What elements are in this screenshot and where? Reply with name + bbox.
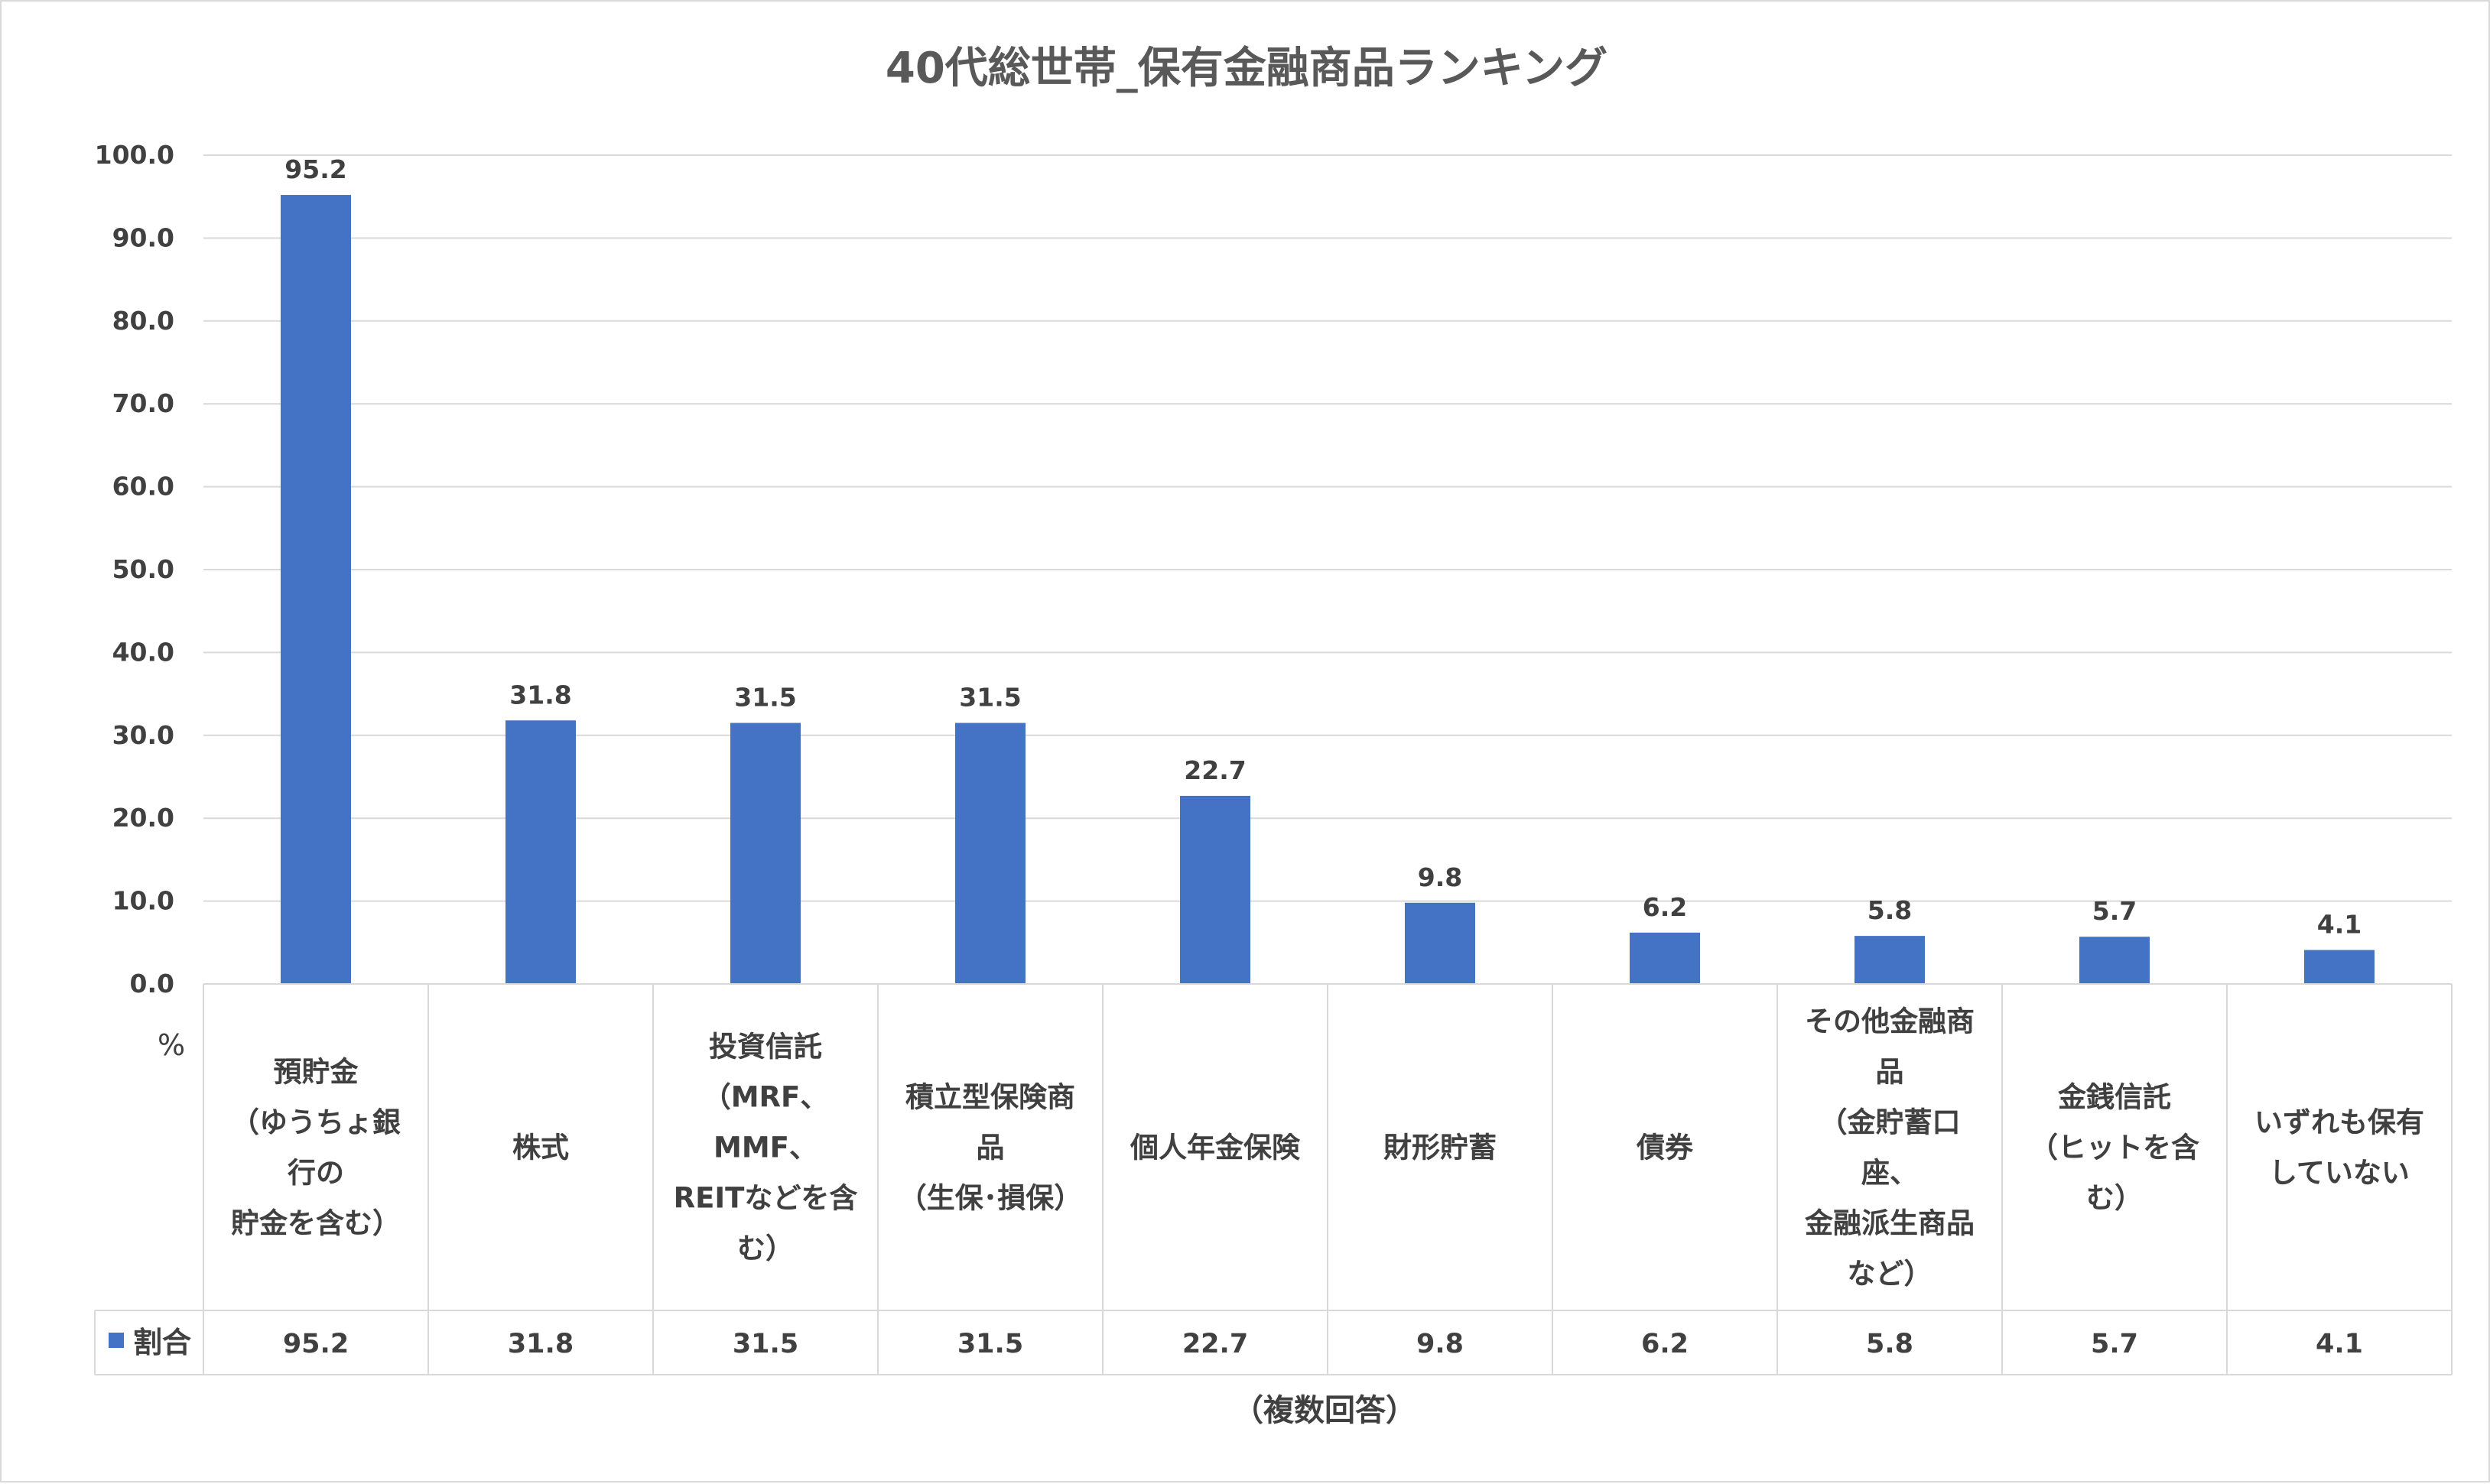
- category-label: （生保･損保）: [899, 1182, 1083, 1215]
- chart-title: 40代総世帯_保有金融商品ランキング: [886, 44, 1607, 93]
- category-label: していない: [2269, 1157, 2410, 1190]
- data-label: 22.7: [1184, 755, 1246, 785]
- category-label: む）: [2086, 1182, 2143, 1215]
- category-label: 積立型保険商: [905, 1081, 1075, 1114]
- category-label: など）: [1848, 1258, 1933, 1291]
- y-tick-label: 0.0: [130, 969, 174, 999]
- category-label: 債券: [1636, 1132, 1694, 1164]
- bars: [281, 195, 2375, 985]
- table-value: 6.2: [1641, 1329, 1689, 1359]
- data-label: 5.8: [1868, 895, 1912, 925]
- category-label: （金貯蓄口: [1819, 1106, 1961, 1139]
- table-value: 95.2: [283, 1329, 349, 1359]
- category-label: 金融派生商品: [1805, 1207, 1975, 1240]
- data-labels: 95.2 31.8 31.5 31.5 22.7 9.8 6.2 5.8 5.7 4.1: [284, 154, 2362, 940]
- data-label: 31.5: [734, 683, 796, 713]
- table-value: 31.5: [957, 1329, 1023, 1359]
- category-label: 座、: [1861, 1157, 1918, 1190]
- legend-swatch: [109, 1333, 124, 1348]
- category-label: 預貯金: [274, 1056, 359, 1089]
- category-label: 個人年金保険: [1130, 1132, 1301, 1164]
- table-value: 5.8: [1866, 1329, 1913, 1359]
- bar: [2079, 937, 2150, 984]
- y-tick-label: 40.0: [112, 637, 174, 667]
- bar: [1180, 795, 1250, 984]
- legend-label: 割合: [133, 1326, 191, 1359]
- category-label: （ヒットを含: [2030, 1132, 2199, 1164]
- table-value: 31.5: [733, 1329, 798, 1359]
- category-label: MMF、: [714, 1132, 818, 1164]
- bar: [1630, 932, 1700, 984]
- data-label: 31.8: [509, 680, 571, 710]
- gridlines: [203, 154, 2452, 902]
- y-tick-label: 50.0: [112, 554, 174, 584]
- bar: [1405, 902, 1475, 984]
- table-value: 5.7: [2091, 1329, 2138, 1359]
- y-tick-label: 20.0: [112, 803, 174, 833]
- category-label: いずれも保有: [2254, 1106, 2424, 1139]
- bar: [730, 723, 801, 984]
- table-value: 31.8: [508, 1329, 574, 1359]
- data-label: 9.8: [1418, 862, 1462, 892]
- category-label: 投資信託: [709, 1031, 822, 1063]
- category-label: む）: [737, 1232, 794, 1265]
- table-value: 22.7: [1182, 1329, 1248, 1359]
- category-label: （MRF、: [703, 1081, 829, 1114]
- category-label: 株式: [512, 1132, 569, 1164]
- data-label: 95.2: [284, 154, 346, 184]
- category-label: 財形貯蓄: [1383, 1132, 1497, 1164]
- table-value: 9.8: [1416, 1329, 1464, 1359]
- category-label: 行の: [288, 1157, 344, 1190]
- category-label: 貯金を含む）: [231, 1207, 401, 1240]
- y-tick-label: 60.0: [112, 472, 174, 502]
- bar: [955, 723, 1026, 984]
- data-label: 31.5: [959, 683, 1021, 713]
- category-label: （ゆうちょ銀: [231, 1106, 401, 1139]
- y-tick-label: 80.0: [112, 306, 174, 336]
- bar: [281, 195, 351, 985]
- category-label: 品: [1876, 1056, 1904, 1089]
- category-label: REITなどを含: [674, 1182, 858, 1215]
- y-tick-label: 10.0: [112, 886, 174, 916]
- bar: [2304, 950, 2375, 984]
- data-label: 5.7: [2092, 896, 2137, 926]
- y-tick-label: 70.0: [112, 388, 174, 418]
- x-axis-note: （複数回答）: [1233, 1393, 1416, 1428]
- bar: [1854, 936, 1925, 984]
- category-label: 金銭信託: [2058, 1081, 2171, 1114]
- category-label: その他金融商: [1805, 1005, 1975, 1038]
- y-tick-label: 100.0: [95, 140, 174, 170]
- y-axis-unit-label: %: [158, 1028, 185, 1062]
- y-tick-label: 90.0: [112, 222, 174, 252]
- data-label: 6.2: [1643, 892, 1687, 922]
- y-axis-ticks: 0.0 10.0 20.0 30.0 40.0 50.0 60.0 70.0 80.0 90.0 1…: [95, 140, 174, 999]
- table-value: 4.1: [2316, 1329, 2363, 1359]
- y-tick-label: 30.0: [112, 720, 174, 750]
- data-label: 4.1: [2317, 910, 2362, 940]
- category-label: 品: [977, 1132, 1005, 1164]
- bar: [505, 720, 576, 984]
